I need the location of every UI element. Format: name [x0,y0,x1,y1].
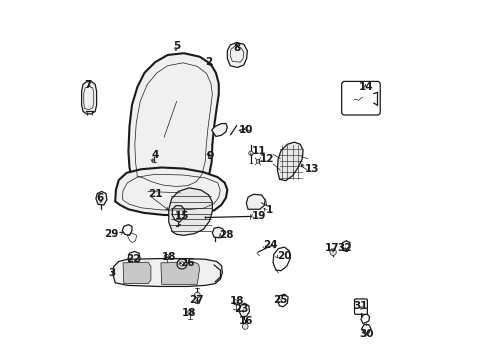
Text: 17: 17 [324,243,339,253]
Text: 9: 9 [206,151,214,161]
Polygon shape [227,42,247,67]
Circle shape [187,310,192,315]
Text: 27: 27 [188,296,203,305]
Text: 16: 16 [239,316,253,326]
Polygon shape [161,262,199,284]
Circle shape [194,292,200,298]
Text: 13: 13 [305,164,319,174]
Text: 20: 20 [276,251,290,261]
Text: 19: 19 [251,211,265,221]
Text: 14: 14 [358,82,372,92]
Text: 31: 31 [353,301,367,311]
Text: 32: 32 [337,243,351,253]
Polygon shape [113,258,222,287]
Text: 6: 6 [96,193,103,203]
Polygon shape [96,192,107,205]
Text: 11: 11 [251,147,265,157]
Text: 4: 4 [151,150,159,160]
Text: 24: 24 [263,240,278,250]
Circle shape [329,249,336,255]
Text: 25: 25 [272,296,287,305]
Text: 18: 18 [230,296,244,306]
Circle shape [180,262,184,266]
Circle shape [207,152,213,157]
Polygon shape [81,82,97,114]
Text: 29: 29 [104,229,119,239]
Text: 15: 15 [175,211,189,221]
Circle shape [242,324,247,329]
Polygon shape [246,194,264,209]
Polygon shape [123,262,151,284]
Text: 18: 18 [162,252,176,262]
Text: 7: 7 [84,80,92,90]
Circle shape [256,159,259,163]
Polygon shape [115,167,227,215]
Polygon shape [211,123,227,136]
Text: 2: 2 [205,57,212,67]
Text: 23: 23 [233,303,248,314]
Text: 18: 18 [182,308,196,318]
Text: 5: 5 [173,41,180,51]
Text: 22: 22 [126,254,141,264]
Circle shape [248,151,253,156]
Polygon shape [277,142,303,181]
FancyBboxPatch shape [354,299,366,314]
Polygon shape [128,53,218,192]
Text: 8: 8 [233,43,241,53]
Text: 12: 12 [259,154,273,163]
Text: 28: 28 [219,230,234,240]
Text: 30: 30 [359,329,373,339]
Text: 10: 10 [239,125,253,135]
Polygon shape [212,227,224,238]
Text: 26: 26 [180,258,194,268]
Circle shape [177,259,186,269]
Polygon shape [168,188,212,235]
Text: 1: 1 [265,205,273,215]
Circle shape [233,300,238,305]
FancyBboxPatch shape [341,81,380,115]
Circle shape [164,254,169,259]
Text: 21: 21 [148,189,162,199]
Polygon shape [172,206,184,222]
Text: 3: 3 [108,268,116,278]
